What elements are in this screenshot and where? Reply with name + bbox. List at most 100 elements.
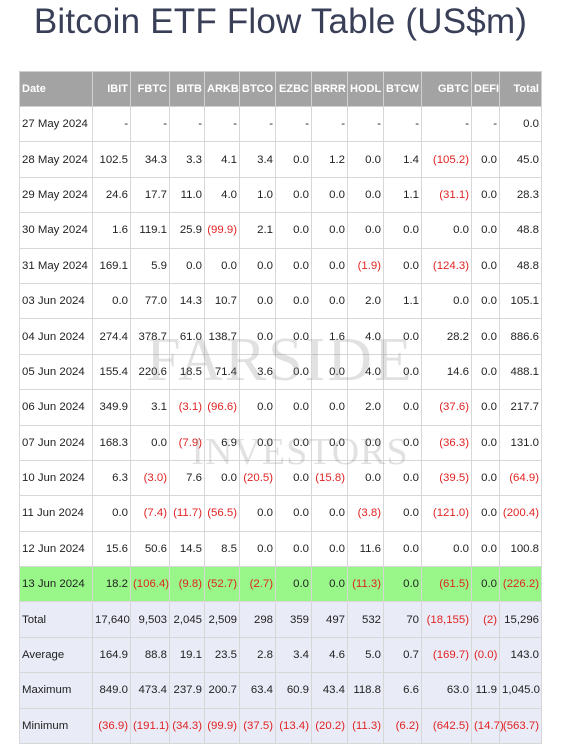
table-cell-defi: - [471, 105, 500, 143]
table-cell-total: 1,045.0 [499, 672, 542, 709]
table-cell-ezbc: 0.0 [275, 282, 312, 320]
table-cell-total: 45.0 [499, 141, 542, 178]
table-cell-defi: (14.7) [471, 707, 504, 745]
table-cell-arkb: (99.9) [204, 212, 240, 249]
table-cell-btcw: 0.0 [383, 212, 422, 249]
table-cell-arkb: 10.7 [204, 282, 240, 320]
table-cell-total: 217.7 [499, 389, 542, 426]
table-cell-btco: 2.1 [239, 212, 276, 249]
table-cell-ibit: 18.2 [92, 566, 131, 603]
table-cell-hodl: 2.0 [347, 389, 384, 426]
table-cell-fbtc: 119.1 [130, 212, 170, 249]
table-cell-fbtc: 378.7 [130, 318, 170, 355]
row-label-cell: Total [19, 601, 93, 638]
etf-flow-table: Date IBIT FBTC BITB ARKB BTCO EZBC BRRR HODL BTCW… [19, 71, 542, 745]
table-cell-defi: 0.0 [471, 495, 500, 532]
table-cell-bitb: 14.3 [169, 282, 205, 320]
table-cell-ezbc: 0.0 [275, 495, 312, 532]
table-cell-arkb: 8.5 [204, 530, 240, 568]
table-cell-defi: 0.0 [471, 141, 500, 178]
table-cell-defi: 0.0 [471, 389, 500, 426]
table-cell-defi: 0.0 [471, 212, 500, 249]
row-label-cell: 04 Jun 2024 [19, 318, 93, 355]
table-cell-fbtc: - [130, 105, 170, 143]
table-cell-defi: 0.0 [471, 247, 500, 284]
table-cell-total: 143.0 [499, 636, 542, 674]
table-cell-brrr: 497 [311, 601, 348, 638]
table-cell-ezbc: (13.4) [275, 707, 312, 745]
table-cell-gbtc: - [421, 105, 472, 143]
table-row: 03 Jun 2024 0.0 77.0 14.3 10.7 0.0 0.0 0.0 2.0 1.… [19, 282, 542, 320]
summary-row-total: Total 17,640 9,503 2,045 2,509 298 359 497 532 70… [19, 601, 542, 638]
table-cell-btcw: 0.0 [383, 566, 422, 603]
table-cell-btcw: 0.0 [383, 247, 422, 284]
table-cell-ibit: 0.0 [92, 495, 131, 532]
table-cell-bitb: 2,045 [169, 601, 205, 638]
table-cell-btco: 0.0 [239, 318, 276, 355]
table-cell-ibit: 164.9 [92, 636, 131, 674]
table-cell-gbtc: 28.2 [421, 318, 472, 355]
table-cell-bitb: (3.1) [169, 389, 205, 426]
table-cell-hodl: 0.0 [347, 212, 384, 249]
table-cell-brrr: (15.8) [311, 459, 348, 497]
table-cell-bitb: 3.3 [169, 141, 205, 178]
table-cell-ezbc: 0.0 [275, 389, 312, 426]
table-cell-ibit: 1.6 [92, 212, 131, 249]
table-cell-bitb: 0.0 [169, 247, 205, 284]
table-cell-fbtc: 473.4 [130, 672, 170, 709]
column-header-brrr: BRRR [311, 71, 348, 107]
column-header-date: Date [19, 71, 93, 107]
table-cell-bitb: 237.9 [169, 672, 205, 709]
table-cell-defi: 0.0 [471, 282, 500, 320]
table-cell-fbtc: (191.1) [130, 707, 170, 745]
row-label-cell: 07 Jun 2024 [19, 424, 93, 461]
table-cell-arkb: 0.0 [204, 459, 240, 497]
table-cell-ibit: 0.0 [92, 282, 131, 320]
table-cell-total: (200.4) [499, 495, 542, 532]
table-row: 30 May 2024 1.6 119.1 25.9 (99.9) 2.1 0.0 0.0 0.… [19, 212, 542, 249]
table-cell-total: 488.1 [499, 353, 542, 391]
table-cell-gbtc: (105.2) [421, 141, 472, 178]
table-cell-btcw: - [383, 105, 422, 143]
column-header-fbtc: FBTC [130, 71, 170, 107]
table-cell-btcw: (6.2) [383, 707, 422, 745]
table-cell-arkb: 200.7 [204, 672, 240, 709]
table-cell-gbtc: 0.0 [421, 212, 472, 249]
table-cell-bitb: (11.7) [169, 495, 205, 532]
table-row: 11 Jun 2024 0.0 (7.4) (11.7) (56.5) 0.0 0.0 0.0… [19, 495, 542, 532]
table-cell-hodl: 118.8 [347, 672, 384, 709]
table-cell-btco: 0.0 [239, 247, 276, 284]
table-cell-hodl: 0.0 [347, 424, 384, 461]
table-cell-bitb: 25.9 [169, 212, 205, 249]
table-cell-fbtc: 5.9 [130, 247, 170, 284]
column-header-ezbc: EZBC [275, 71, 312, 107]
table-cell-gbtc: (124.3) [421, 247, 472, 284]
table-cell-btcw: 1.4 [383, 141, 422, 178]
table-cell-btco: (37.5) [239, 707, 276, 745]
table-cell-defi: 0.0 [471, 530, 500, 568]
table-row: 28 May 2024 102.5 34.3 3.3 4.1 3.4 0.0 1.2 0.0 1.… [19, 141, 542, 178]
table-cell-btcw: 0.7 [383, 636, 422, 674]
table-row: 12 Jun 2024 15.6 50.6 14.5 8.5 0.0 0.0 0.0 11.6 0… [19, 530, 542, 568]
table-cell-bitb: 7.6 [169, 459, 205, 497]
row-label-cell: 28 May 2024 [19, 141, 93, 178]
table-cell-btco: 0.0 [239, 424, 276, 461]
table-cell-ezbc: 0.0 [275, 530, 312, 568]
table-cell-ibit: 169.1 [92, 247, 131, 284]
table-cell-brrr: 1.6 [311, 318, 348, 355]
table-cell-btco: 0.0 [239, 530, 276, 568]
table-cell-hodl: 4.0 [347, 353, 384, 391]
table-cell-bitb: 19.1 [169, 636, 205, 674]
table-cell-gbtc: (121.0) [421, 495, 472, 532]
row-label-cell: Maximum [19, 672, 93, 709]
table-row: 06 Jun 2024 349.9 3.1 (3.1) (96.6) 0.0 0.0 0.0 2… [19, 389, 542, 426]
table-cell-arkb: 71.4 [204, 353, 240, 391]
table-cell-arkb: (99.9) [204, 707, 240, 745]
column-header-arkb: ARKB [204, 71, 240, 107]
table-cell-hodl: (3.8) [347, 495, 384, 532]
table-cell-ibit: 24.6 [92, 176, 131, 214]
table-cell-btcw: 0.0 [383, 495, 422, 532]
table-cell-hodl: 0.0 [347, 176, 384, 214]
row-label-cell: 11 Jun 2024 [19, 495, 93, 532]
table-cell-ezbc: 0.0 [275, 459, 312, 497]
